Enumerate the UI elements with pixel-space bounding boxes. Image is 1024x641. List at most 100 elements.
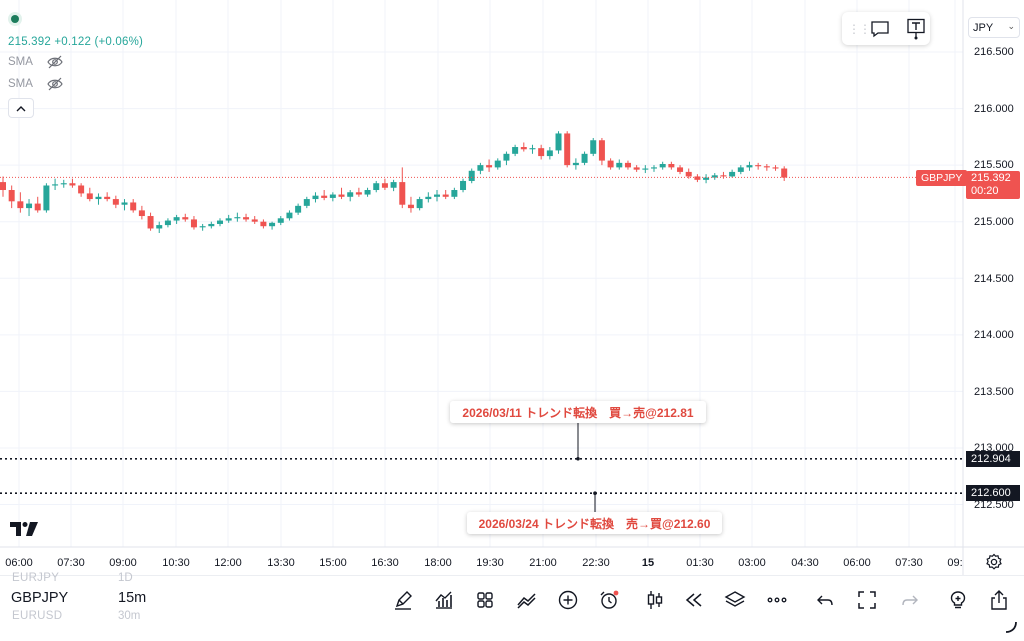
candle [677, 165, 684, 175]
undo-button[interactable] [812, 586, 840, 614]
timeframe-picker[interactable]: 15m [118, 590, 147, 606]
time-axis-label: 09:00 [109, 557, 137, 569]
layers-button[interactable] [721, 586, 749, 614]
text-tool-button[interactable] [902, 15, 930, 43]
candle [746, 161, 753, 171]
chevron-down-icon: ⌄ [1007, 21, 1015, 31]
candle-body [425, 196, 432, 200]
time-axis-label: 16:30 [371, 557, 399, 569]
indicator-row-sma-1[interactable]: SMA [8, 54, 143, 70]
candle-body [95, 196, 102, 200]
candle-body [8, 190, 15, 202]
candle [781, 166, 788, 181]
chart-settings-button[interactable] [985, 553, 1003, 571]
candle [78, 183, 85, 197]
chart-grid [0, 0, 1024, 575]
currency-select[interactable]: JPY ⌄ [968, 17, 1020, 38]
candle [260, 219, 267, 229]
candle [52, 178, 59, 191]
fullscreen-button[interactable] [853, 586, 881, 614]
candle-body [43, 185, 50, 211]
candle [86, 187, 93, 202]
candle-body [17, 201, 24, 209]
candle [659, 161, 666, 170]
candle [520, 142, 527, 152]
alert-button[interactable] [595, 586, 623, 614]
templates-button[interactable] [471, 586, 499, 614]
candle [468, 168, 475, 184]
candlestick-chart[interactable] [0, 0, 1024, 580]
time-axis-label: 15:00 [319, 557, 347, 569]
line-price-tag: 212.904 [966, 451, 1020, 467]
time-axis-label: 10:30 [162, 557, 190, 569]
candle-body [772, 167, 779, 169]
candle [373, 180, 380, 193]
indicators-button[interactable] [430, 586, 458, 614]
timeframe-picker-next[interactable]: 30m [118, 610, 141, 622]
candle [460, 178, 467, 193]
tradingview-logo[interactable] [10, 520, 40, 538]
redo-button[interactable] [895, 586, 923, 614]
resize-corner-icon[interactable] [1004, 620, 1018, 634]
candle-body [164, 220, 171, 226]
candle [8, 185, 15, 209]
eye-off-icon[interactable] [47, 77, 63, 91]
candle [703, 174, 710, 184]
candle-body [416, 199, 423, 209]
timeframe-picker-prev[interactable]: 1D [118, 572, 133, 584]
comment-button[interactable] [866, 15, 894, 43]
candles [0, 131, 788, 233]
candle-body [138, 210, 145, 217]
symbol-picker-next[interactable]: EURUSD [12, 610, 63, 622]
collapse-legend-button[interactable] [8, 98, 34, 118]
candle [512, 144, 519, 157]
candle [607, 158, 614, 170]
compare-button[interactable] [513, 586, 541, 614]
indicator-row-sma-2[interactable]: SMA [8, 76, 143, 92]
candle [381, 178, 388, 191]
rewind-icon [685, 593, 702, 607]
candle-body [659, 163, 666, 168]
plus-circle-icon [558, 590, 578, 610]
candle [208, 221, 215, 229]
drawing-tools-button[interactable] [389, 586, 417, 614]
candle-body [407, 204, 414, 209]
eye-off-icon[interactable] [47, 55, 63, 69]
replay-button[interactable] [680, 586, 708, 614]
current-price-tag: 215.392 00:20 [966, 171, 1020, 199]
more-button[interactable] [763, 586, 791, 614]
candle [590, 137, 597, 157]
candle [451, 187, 458, 200]
candle-body [746, 165, 753, 168]
symbol-picker-prev[interactable]: EURJPY [12, 572, 60, 584]
share-button[interactable] [985, 586, 1013, 614]
symbol-picker[interactable]: GBPJPY [11, 590, 69, 606]
ideas-button[interactable] [944, 586, 972, 614]
annotation-callout[interactable]: 2026/03/11 トレンド転換 買→売@212.81 [450, 401, 706, 423]
annotation-callout[interactable]: 2026/03/24 トレンド転換 売→買@212.60 [467, 512, 722, 534]
candle [104, 192, 111, 202]
candle-body [781, 168, 788, 178]
candle-body [208, 223, 215, 227]
candle-body [633, 167, 640, 170]
candle [286, 210, 293, 221]
add-button[interactable] [554, 586, 582, 614]
compare-icon [517, 593, 536, 609]
candle-body [269, 222, 276, 227]
candle-body [703, 177, 710, 180]
candle-body [52, 184, 59, 186]
chart-type-button[interactable] [641, 586, 669, 614]
candle [69, 178, 76, 188]
candle-body [329, 194, 336, 198]
candle [477, 162, 484, 175]
candle [694, 174, 701, 183]
candle [26, 199, 33, 217]
candles-icon [647, 591, 663, 609]
candle-body [338, 194, 345, 197]
time-axis-label: 19:30 [476, 557, 504, 569]
chart-area[interactable] [0, 0, 1024, 580]
time-axis-label: 21:00 [529, 557, 557, 569]
candle-body [234, 217, 241, 219]
drag-handle-icon[interactable]: ⋮⋮ [848, 21, 871, 36]
time-axis-label: 09: [947, 557, 963, 569]
